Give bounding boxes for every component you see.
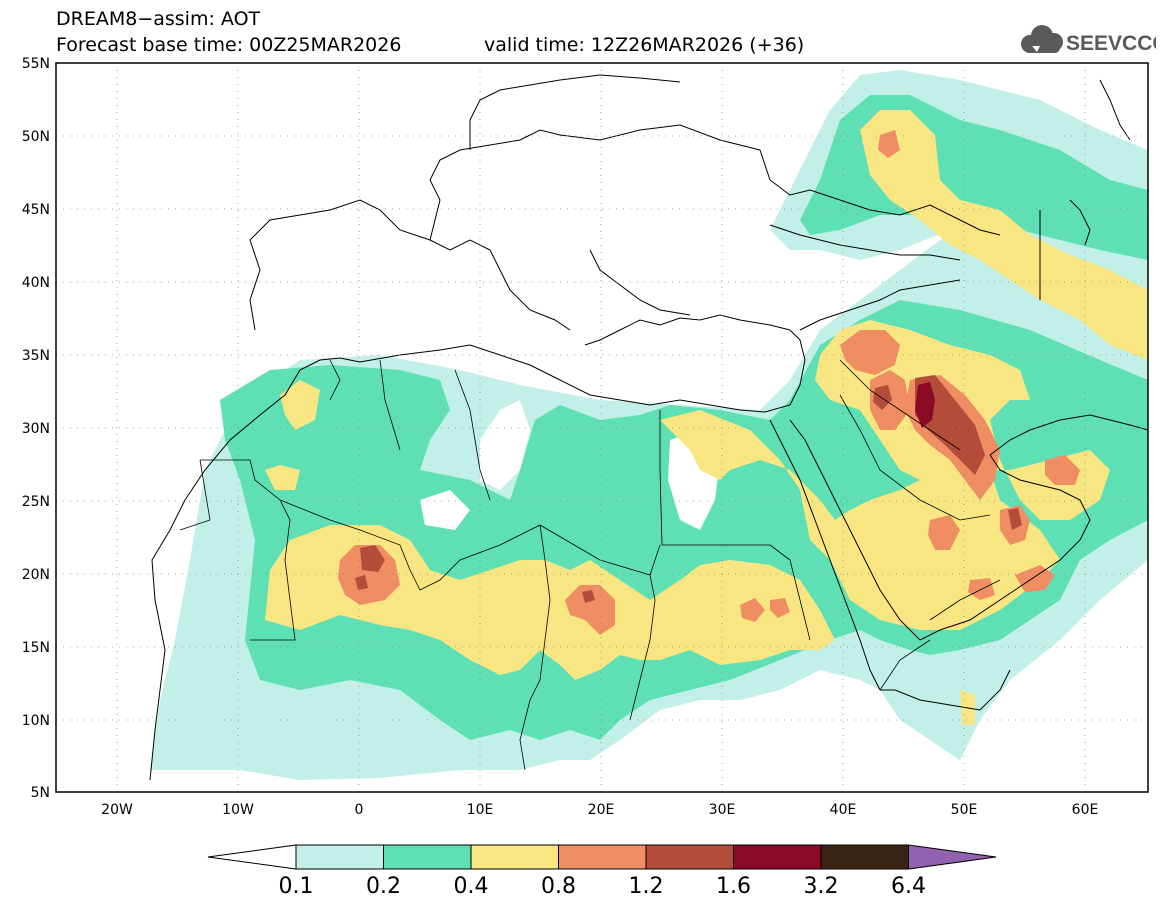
latitude-labels: 55N 50N 45N 40N 35N 30N 25N 20N 15N 10N … [22,56,50,801]
lat-label-5n: 5N [31,785,50,801]
seevccc-logo: SEEVCCC [1021,25,1156,55]
lon-label-10e: 10E [467,802,494,818]
aot-level-1-6 [915,382,935,428]
country-borders [179,359,1001,771]
colorbar-label-1: 0.2 [366,874,401,899]
colorbar-label-0: 0.1 [279,874,314,899]
lon-label-20e: 20E [588,802,615,818]
lon-label-60e: 60E [1072,802,1099,818]
colorbar-box-5 [733,844,822,870]
lat-label-15n: 15N [22,640,50,656]
forecast-base-time: Forecast base time: 00Z25MAR2026 [56,34,402,56]
lat-label-25n: 25N [22,494,50,510]
colorbar-under-arrow [207,844,297,870]
lat-label-40n: 40N [22,275,50,291]
lon-label-10w: 10W [222,802,254,818]
lat-label-55n: 55N [22,56,50,72]
lat-label-10n: 10N [22,713,50,729]
lon-label-0: 0 [355,802,364,818]
colorbar-label-3: 0.8 [541,874,576,899]
colorbar-label-6: 3.2 [804,874,839,899]
lat-label-45n: 45N [22,202,50,218]
lon-label-20w: 20W [101,802,133,818]
colorbar-boxes [295,844,909,870]
lat-label-20n: 20N [22,567,50,583]
logo-text: SEEVCCC [1066,32,1156,55]
colorbar-box-1 [383,844,472,870]
valid-time: valid time: 12Z26MAR2026 (+36) [484,34,805,56]
colorbar-label-5: 1.6 [716,874,751,899]
colorbar-box-3 [558,844,647,870]
colorbar-box-4 [645,844,734,870]
colorbar-over-arrow [908,844,997,870]
coastlines [149,74,1148,781]
colorbar-box-2 [470,844,559,870]
colorbar-labels: 0.1 0.2 0.4 0.8 1.2 1.6 3.2 6.4 [279,874,927,899]
lon-label-50e: 50E [951,802,978,818]
cloud-icon [1021,25,1063,53]
longitude-labels: 20W 10W 0 10E 20E 30E 40E 50E 60E [101,802,1098,818]
colorbar-box-6 [820,844,909,870]
lat-label-50n: 50N [22,129,50,145]
lat-label-35n: 35N [22,348,50,364]
colorbar-label-7: 6.4 [891,874,926,899]
chart-title: DREAM8−assim: AOT [56,8,261,30]
lat-label-30n: 30N [22,421,50,437]
colorbar-box-0 [295,844,384,870]
lon-label-40e: 40E [830,802,857,818]
lon-label-30e: 30E [709,802,736,818]
colorbar-label-4: 1.2 [629,874,664,899]
grid-lines [56,63,1148,792]
map-frame [55,62,1149,793]
colorbar-label-2: 0.4 [454,874,489,899]
